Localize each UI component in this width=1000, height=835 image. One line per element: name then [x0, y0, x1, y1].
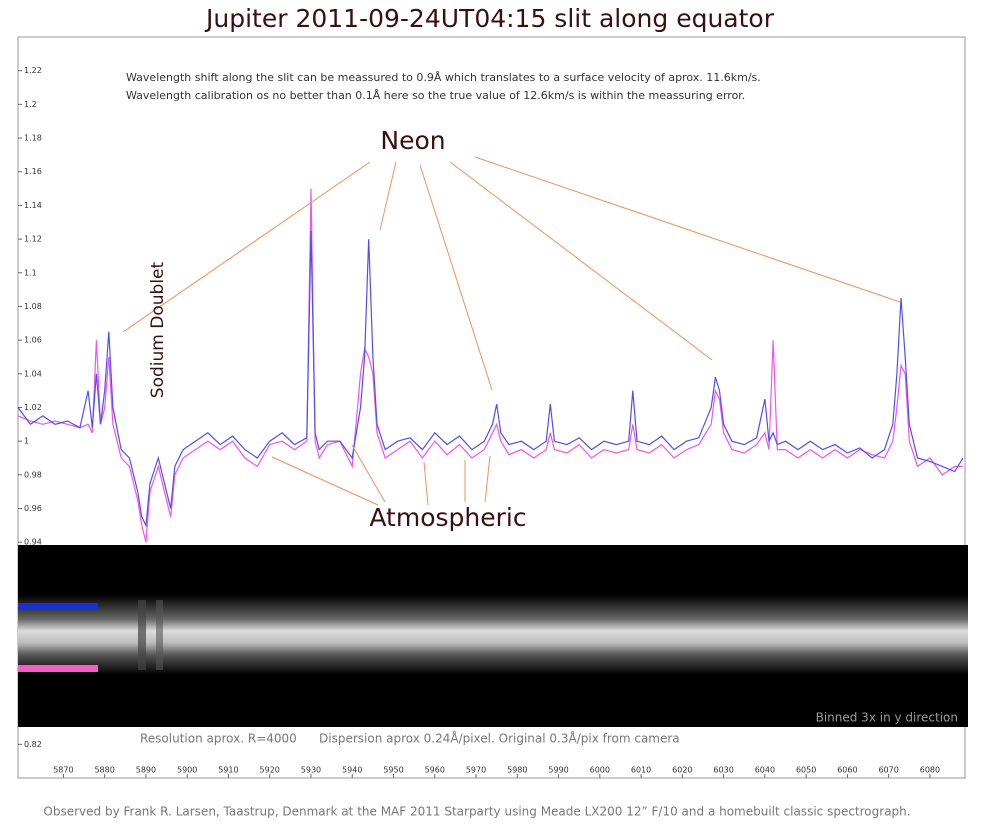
annotation: Sodium Doublet: [148, 261, 168, 398]
y-tick-label: 1.18: [24, 134, 42, 143]
x-tick-label: 6030: [713, 766, 733, 775]
series-line: [17, 230, 964, 528]
image-note: Binned 3x in y direction: [816, 711, 958, 725]
x-tick-label: 5980: [507, 766, 527, 775]
x-tick-label: 5900: [177, 766, 197, 775]
x-tick-label: 5940: [342, 766, 362, 775]
y-tick-label: 0.82: [24, 740, 42, 749]
x-tick-label: 5990: [548, 766, 568, 775]
y-tick-label: 1.16: [24, 167, 42, 176]
x-tick-label: 5950: [383, 766, 403, 775]
chart-title: Jupiter 2011-09-24UT04:15 slit along equ…: [204, 4, 775, 33]
y-tick-label: 1.14: [24, 201, 42, 210]
x-tick-label: 5890: [136, 766, 156, 775]
x-tick-label: 5930: [301, 766, 321, 775]
x-tick-label: 6010: [631, 766, 651, 775]
y-tick-label: 1: [24, 437, 29, 446]
image-note: Resolution aprox. R=4000: [140, 732, 297, 746]
y-tick-label: 1.22: [24, 66, 42, 75]
x-tick-label: 5960: [425, 766, 445, 775]
x-tick-label: 5970: [466, 766, 486, 775]
x-tick-label: 6070: [878, 766, 898, 775]
image-note: Dispersion aprox 0.24Å/pixel. Original 0…: [319, 731, 680, 746]
y-tick-label: 1.2: [24, 100, 37, 109]
series-line: [17, 188, 963, 543]
y-tick-label: 0.96: [24, 504, 42, 513]
note: Wavelength calibration os no better than…: [126, 89, 745, 102]
x-tick-label: 6020: [672, 766, 692, 775]
x-tick-label: 6080: [920, 766, 940, 775]
y-tick-label: 0.98: [24, 470, 42, 479]
footer: Observed by Frank R. Larsen, Taastrup, D…: [43, 805, 910, 819]
y-tick-label: 0.94: [24, 538, 42, 547]
note: Wavelength shift along the slit can be m…: [126, 71, 761, 84]
x-tick-label: 5880: [94, 766, 114, 775]
y-tick-label: 1.1: [24, 268, 37, 277]
spectrum-image: [18, 545, 968, 727]
x-tick-label: 5870: [53, 766, 73, 775]
x-tick-label: 6060: [837, 766, 857, 775]
x-tick-label: 6040: [755, 766, 775, 775]
y-tick-label: 1.12: [24, 235, 42, 244]
y-tick-label: 1.06: [24, 336, 42, 345]
y-tick-label: 1.02: [24, 403, 42, 412]
y-tick-label: 1.08: [24, 302, 42, 311]
annotation: Atmospheric: [369, 503, 526, 532]
y-tick-label: 1.04: [24, 369, 42, 378]
x-tick-label: 6000: [590, 766, 610, 775]
x-tick-label: 6050: [796, 766, 816, 775]
annotation: Neon: [380, 126, 445, 155]
x-tick-label: 5920: [260, 766, 280, 775]
x-tick-label: 5910: [218, 766, 238, 775]
callouts: [122, 156, 901, 506]
